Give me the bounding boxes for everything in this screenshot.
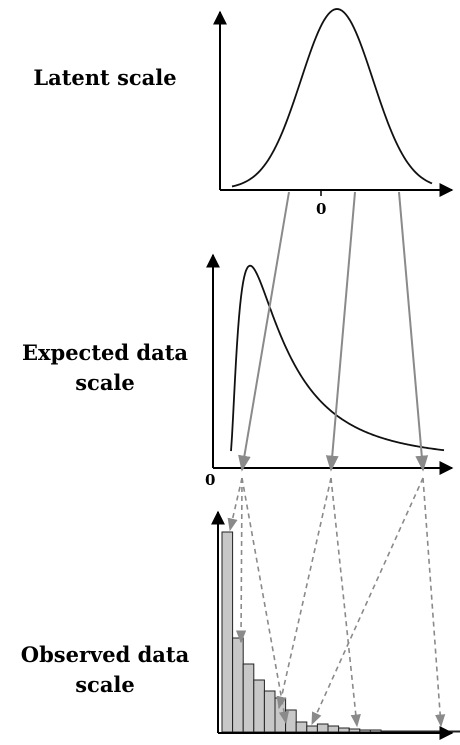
histogram-bar [359, 729, 371, 733]
sample-arrow-3a [311, 477, 424, 726]
histogram-bar [316, 723, 329, 733]
histogram-bar [454, 730, 460, 733]
sample-arrow-2b [330, 477, 361, 728]
sampling-arrows [227, 477, 446, 728]
latent-normal-curve [231, 8, 433, 188]
histogram-bar [401, 730, 414, 733]
histogram-bar [242, 663, 255, 733]
histogram-bar [412, 730, 424, 733]
histogram-bar [263, 690, 276, 733]
histogram-bar [391, 730, 403, 733]
histogram-bar [327, 725, 340, 733]
expected-label-line2: scale [75, 370, 135, 395]
latent-scale-text: Latent scale [33, 65, 177, 90]
transform-arrow-3 [398, 191, 429, 472]
histogram-bar [285, 709, 297, 733]
histogram-bar [295, 721, 308, 733]
observed-label-line2: scale [75, 672, 135, 697]
expected-data-scale-label: Expected data scale [0, 338, 210, 398]
expected-zero-label: 0 [205, 471, 215, 489]
histogram-bar [433, 730, 446, 733]
sample-arrow-3b [422, 477, 446, 728]
sample-arrow-2a [276, 477, 332, 710]
transform-arrow-1 [238, 191, 290, 472]
expected-label-line1: Expected data [21, 340, 188, 365]
histogram-bar [221, 531, 234, 733]
observed-label-line1: Observed data [20, 642, 190, 667]
transform-arrow-2 [325, 191, 356, 472]
sample-arrow-1b [235, 477, 247, 644]
histogram-bar [253, 679, 265, 733]
latent-panel: 0 [213, 8, 454, 218]
sample-arrow-1c [241, 477, 290, 725]
histogram-bar [380, 730, 393, 733]
sample-arrow-1a [227, 477, 243, 532]
histogram-bar [306, 725, 318, 733]
histogram-bar [338, 727, 350, 733]
latent-zero-label: 0 [316, 200, 326, 218]
histogram-bar [422, 730, 435, 733]
latent-scale-label: Latent scale [0, 63, 210, 93]
histogram-bar [348, 728, 361, 733]
histogram-bar [369, 729, 382, 733]
histogram-bar [232, 637, 244, 733]
observed-data-scale-label: Observed data scale [0, 640, 210, 700]
histogram-bar [444, 730, 456, 733]
transform-arrows [238, 191, 429, 472]
observed-panel [211, 510, 460, 740]
expected-lognormal-curve [230, 264, 445, 452]
histogram-bar [274, 697, 287, 733]
